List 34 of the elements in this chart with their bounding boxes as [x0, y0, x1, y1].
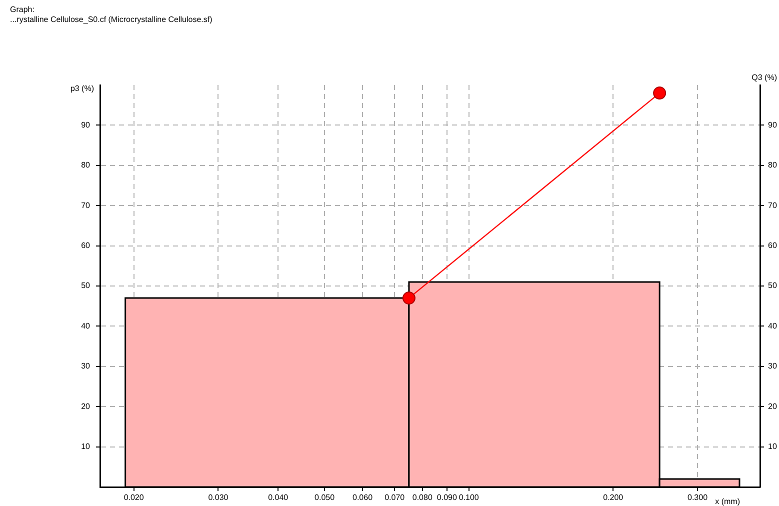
x-axis-title: x (mm): [715, 497, 740, 506]
x-tick-label: 0.050: [314, 493, 336, 502]
x-tick-label: 0.080: [412, 493, 433, 502]
y2-tick-label: 70: [768, 200, 778, 210]
x-tick-label: 0.300: [688, 493, 708, 502]
y-tick-label: 10: [81, 442, 91, 452]
y-tick-label: 90: [81, 120, 91, 130]
x-tick-label: 0.200: [603, 493, 624, 502]
x-tick-label: 0.060: [352, 493, 374, 502]
y2-tick-label: 90: [768, 120, 778, 130]
y2-tick-label: 40: [768, 321, 778, 330]
y-tick-label: 60: [81, 241, 91, 250]
y-tick-label: 20: [81, 402, 91, 411]
y2-axis-title: Q3 (%): [752, 73, 778, 82]
y2-tick-label: 50: [768, 281, 778, 290]
text: Graph:: [10, 5, 34, 14]
y-axis-title: p3 (%): [70, 84, 94, 94]
x-tick-label: 0.030: [208, 493, 229, 502]
x-tick-label: 0.040: [268, 493, 289, 502]
y-tick-label: 30: [81, 362, 91, 371]
y2-tick-label: 30: [768, 362, 778, 371]
x-tick-label: 0.020: [124, 493, 144, 502]
y2-tick-label: 80: [768, 160, 778, 170]
x-tick-label: 0.100: [458, 493, 480, 502]
x-tick-label: 0.090: [436, 493, 458, 502]
y-tick-label: 50: [81, 281, 91, 290]
chart-subtitle: ...rystalline Cellulose_S0.cf (Microcrystalline Cellulose.sf): [10, 15, 212, 24]
x-tick-label: 0.070: [384, 493, 406, 502]
y2-tick-label: 10: [768, 442, 778, 452]
y-tick-label: 80: [81, 160, 91, 170]
y2-tick-label: 60: [768, 241, 778, 250]
y-tick-label: 40: [81, 321, 91, 330]
y2-tick-label: 20: [768, 402, 778, 411]
y-tick-label: 70: [81, 200, 91, 210]
